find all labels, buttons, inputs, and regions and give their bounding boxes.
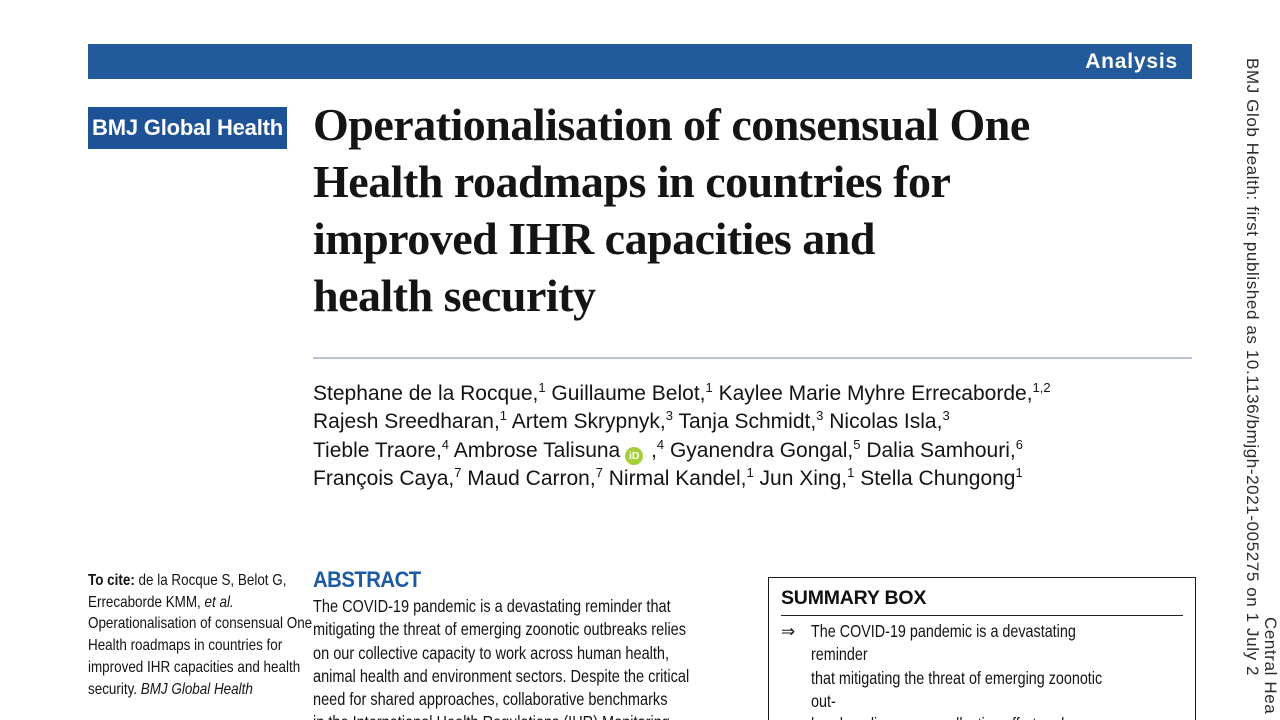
affiliation-superscript: 1 — [847, 464, 855, 480]
summary-bullet-text: The COVID-19 pandemic is a devastating r… — [811, 621, 1103, 720]
summary-box-heading: SUMMARY BOX — [781, 587, 927, 609]
author-line: François Caya,7 Maud Carron,7 Nirmal Kan… — [313, 465, 1213, 493]
orcid-icon[interactable]: iD — [625, 446, 644, 465]
affiliation-superscript: 5 — [853, 436, 861, 452]
author-name: Tanja Schmidt, — [672, 410, 817, 434]
author-name: Tieble Traore, — [313, 438, 442, 462]
author-name: Nirmal Kandel, — [602, 466, 747, 490]
title-author-divider — [313, 357, 1192, 359]
author-name: Ambrose Talisuna — [449, 438, 621, 462]
author-name: François Caya, — [313, 466, 455, 490]
vertical-publication-info: BMJ Glob Health: first published as 10.1… — [1243, 58, 1262, 677]
author-name: , — [645, 438, 657, 462]
abstract-section: ABSTRACT The COVID-19 pandemic is a deva… — [313, 567, 853, 720]
author-name: Gyanendra Gongal, — [664, 438, 854, 462]
author-name: Jun Xing, — [753, 466, 848, 490]
affiliation-superscript: 7 — [595, 464, 603, 480]
citation-segment: Operationalisation of consensual One Hea… — [88, 615, 313, 698]
affiliation-superscript: 1,2 — [1032, 380, 1051, 395]
author-name: Maud Carron, — [461, 466, 596, 490]
abstract-heading: ABSTRACT — [313, 567, 421, 592]
citation-label: To cite: — [88, 572, 139, 589]
summary-box-rule — [781, 615, 1183, 616]
affiliation-superscript: 3 — [816, 408, 824, 424]
article-title: Operationalisation of consensual One Hea… — [313, 99, 1030, 321]
citation-segment: et al. — [204, 593, 234, 611]
author-line: Rajesh Sreedharan,1 Artem Skrypnyk,3 Tan… — [313, 408, 1213, 436]
citation-segment: de la Rocque S, Belot G, Errecaborde KMM… — [88, 572, 287, 611]
bullet-arrow-icon: ⇒ — [781, 622, 796, 641]
citation-block: To cite: de la Rocque S, Belot G, Erreca… — [88, 570, 316, 700]
vertical-download-info: Central Hea — [1261, 617, 1280, 715]
affiliation-superscript: 1 — [746, 464, 754, 480]
journal-logo: BMJ Global Health — [88, 107, 287, 149]
author-name: Guillaume Belot, — [545, 382, 706, 405]
author-name: Stella Chungong — [854, 466, 1016, 490]
summary-box: SUMMARY BOX ⇒ The COVID-19 pandemic is a… — [768, 577, 1196, 720]
citation-segment: BMJ Global Health — [140, 680, 253, 698]
author-name: Dalia Samhouri, — [860, 438, 1016, 462]
affiliation-superscript: 1 — [538, 380, 546, 395]
author-name: Artem Skrypnyk, — [507, 410, 666, 434]
author-name: Rajesh Sreedharan, — [313, 410, 500, 434]
author-list: Stephane de la Rocque,1 Guillaume Belot,… — [313, 380, 1213, 493]
affiliation-superscript: 4 — [656, 436, 665, 452]
affiliation-superscript: 6 — [1015, 436, 1023, 452]
affiliation-superscript: 3 — [665, 408, 673, 424]
author-name: Kaylee Marie Myhre Errecaborde, — [712, 382, 1033, 405]
summary-bullet-item: ⇒ The COVID-19 pandemic is a devastating… — [781, 620, 1183, 720]
journal-logo-text: BMJ Global Health — [92, 115, 283, 140]
author-name: Stephane de la Rocque, — [313, 382, 539, 405]
abstract-text: The COVID-19 pandemic is a devastating r… — [313, 596, 690, 720]
affiliation-superscript: 1 — [499, 408, 508, 424]
article-type-banner: Analysis — [88, 44, 1192, 79]
author-line: Tieble Traore,4 Ambrose Talisuna iD ,4 Gy… — [313, 437, 1213, 465]
affiliation-superscript: 1 — [1015, 464, 1023, 480]
affiliation-superscript: 3 — [942, 408, 950, 424]
affiliation-superscript: 7 — [454, 464, 462, 480]
author-name: Nicolas Isla, — [823, 410, 943, 434]
article-type-label: Analysis — [1085, 49, 1178, 73]
affiliation-superscript: 1 — [705, 380, 713, 395]
author-line: Stephane de la Rocque,1 Guillaume Belot,… — [313, 380, 1213, 408]
affiliation-superscript: 4 — [441, 436, 450, 452]
